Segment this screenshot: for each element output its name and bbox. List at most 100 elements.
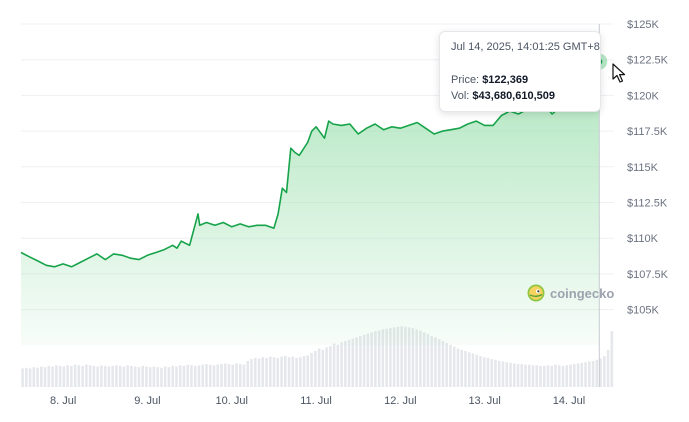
volume-bar [272,357,276,387]
volume-bar [381,329,385,387]
volume-bar [565,365,569,387]
coingecko-gecko-icon [527,284,545,302]
volume-bar [344,341,347,387]
volume-bar [205,364,208,387]
volume-bar [490,359,493,387]
volume-bar [111,365,114,387]
volume-bar [479,356,482,387]
volume-bar [576,363,580,387]
volume-bar [411,328,415,387]
volume-bar [306,355,310,387]
volume-bar [591,360,595,387]
volume-bar [43,367,47,387]
tooltip-date: Jul 14, 2025, 14:01:25 GMT+8 [451,41,600,53]
volume-bar [374,331,377,387]
volume-bar [437,339,441,387]
volume-bar [407,327,411,387]
volume-bar [389,328,392,387]
volume-bar [299,357,302,387]
volume-bar [332,343,336,387]
tooltip-volume-label: Vol: [451,90,470,102]
volume-bar [163,366,167,387]
volume-bar [227,364,231,387]
volume-bar [85,364,88,387]
volume-bar [512,363,516,387]
volume-bar [524,364,527,387]
volume-bar [201,364,205,387]
volume-bar [242,364,246,387]
volume-bar [253,357,257,387]
volume-bar [460,349,463,387]
price-line [20,61,601,268]
volume-bar [441,341,445,387]
volume-bar [520,364,524,387]
volume-bar [415,329,418,387]
volume-bar [321,349,325,387]
tooltip-price-row: Price: $122,369 [451,74,589,86]
volume-bar [145,366,148,387]
y-tick-label: $122.5K [627,55,669,67]
volume-bar [122,366,126,387]
brand-name: coingecko [550,285,615,301]
volume-bar [115,365,118,387]
y-tick-label: $105K [627,305,659,317]
volume-bar [610,331,614,387]
volume-bar [152,366,156,387]
tooltip-volume-row: Vol: $43,680,610,509 [451,90,589,102]
volume-bar [355,337,358,387]
volume-bar [32,367,36,387]
volume-bar [314,351,317,387]
volume-bar [482,357,486,387]
volume-bar [197,365,201,387]
x-tick-label: 14. Jul [553,395,585,407]
mouse-pointer-icon [612,63,626,83]
volume-bar [235,363,238,387]
volume-bar [276,357,280,387]
volume-bar [336,344,340,387]
volume-bar [366,333,370,387]
coingecko-watermark: coingecko [527,284,614,302]
volume-bar [77,365,81,387]
x-tick-label: 10. Jul [216,395,248,407]
volume-bar [595,359,599,387]
volume-bar [231,364,235,387]
volume-bar [238,364,242,387]
y-tick-label: $107.5K [627,269,669,281]
volume-bar [73,364,77,387]
volume-bar [509,362,512,387]
volume-bar [160,367,163,387]
volume-bar [558,365,561,387]
volume-bar [539,365,542,387]
volume-bar [404,326,407,387]
volume-bar [580,362,584,387]
volume-bar [430,336,433,387]
volume-bar [422,332,426,387]
volume-bar [250,359,253,387]
volume-bar [434,337,437,387]
volume-bar [400,326,403,387]
volume-bar [28,368,32,387]
price-area [21,61,600,346]
volume-bar [156,367,159,387]
volume-bar [118,365,122,387]
volume-bar [497,360,501,387]
volume-bar [291,356,295,387]
volume-bar [190,365,193,387]
volume-bar [527,364,531,387]
volume-bar [385,328,388,387]
volume-bar [561,365,565,387]
volume-bar [325,347,328,387]
volume-bar [471,353,475,387]
y-tick-label: $115K [627,162,659,174]
volume-bar [606,349,610,387]
volume-bar [70,365,73,387]
volume-bar [452,346,456,387]
volume-bar [505,362,509,387]
volume-bar [178,365,182,387]
volume-bar [175,366,178,387]
volume-bar [212,365,216,387]
volume-bar [137,367,141,387]
volume-bar [310,352,313,387]
volume-bar [449,344,452,387]
